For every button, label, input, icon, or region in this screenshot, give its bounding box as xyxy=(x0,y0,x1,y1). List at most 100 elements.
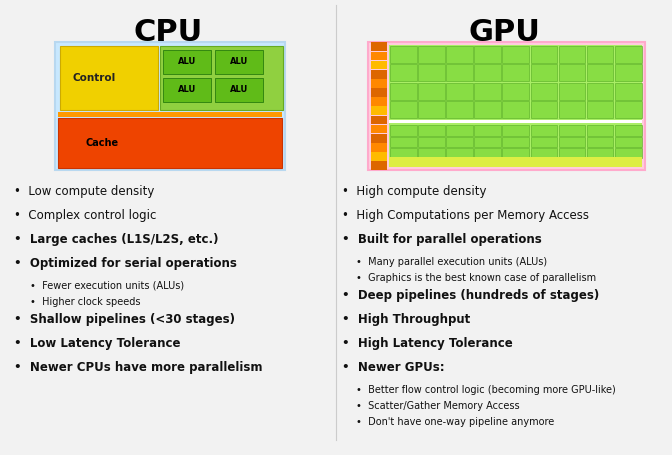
Bar xyxy=(446,126,473,136)
Bar xyxy=(615,83,642,100)
Bar xyxy=(390,148,417,158)
Bar xyxy=(531,83,557,100)
Bar xyxy=(615,148,642,158)
Bar xyxy=(390,137,417,147)
Bar xyxy=(371,88,387,97)
Bar xyxy=(503,83,529,100)
Bar xyxy=(55,42,285,170)
Bar xyxy=(418,46,445,63)
Text: ALU: ALU xyxy=(178,86,196,95)
Bar xyxy=(474,64,501,81)
Bar xyxy=(371,106,387,115)
Bar xyxy=(446,101,473,118)
Text: •  High Computations per Memory Access: • High Computations per Memory Access xyxy=(342,209,589,222)
Text: •  Fewer execution units (ALUs): • Fewer execution units (ALUs) xyxy=(30,281,184,291)
Bar xyxy=(371,52,387,60)
Bar xyxy=(371,42,387,51)
Bar xyxy=(418,64,445,81)
Text: •  Newer CPUs have more parallelism: • Newer CPUs have more parallelism xyxy=(14,361,263,374)
Bar xyxy=(587,64,614,81)
Text: •  Don't have one-way pipeline anymore: • Don't have one-way pipeline anymore xyxy=(356,417,554,427)
Bar xyxy=(371,97,387,106)
Bar xyxy=(615,101,642,118)
Bar xyxy=(371,125,387,133)
Text: •  Optimized for serial operations: • Optimized for serial operations xyxy=(14,257,237,270)
Bar xyxy=(446,46,473,63)
Text: •  Scatter/Gather Memory Access: • Scatter/Gather Memory Access xyxy=(356,401,519,411)
Bar xyxy=(615,137,642,147)
Bar xyxy=(558,126,585,136)
Text: •  Graphics is the best known case of parallelism: • Graphics is the best known case of par… xyxy=(356,273,596,283)
Bar xyxy=(215,50,263,74)
Bar xyxy=(58,118,282,168)
Bar xyxy=(58,112,282,117)
Bar xyxy=(587,126,614,136)
Bar xyxy=(371,152,387,161)
Bar xyxy=(531,126,557,136)
Bar xyxy=(587,148,614,158)
Text: •  Better flow control logic (becoming more GPU-like): • Better flow control logic (becoming mo… xyxy=(356,385,616,395)
Bar xyxy=(418,148,445,158)
Bar xyxy=(503,101,529,118)
Bar xyxy=(390,101,417,118)
Text: •  Large caches (L1S/L2S, etc.): • Large caches (L1S/L2S, etc.) xyxy=(14,233,218,246)
Bar xyxy=(371,70,387,79)
Text: •  Many parallel execution units (ALUs): • Many parallel execution units (ALUs) xyxy=(356,257,547,267)
Bar xyxy=(531,148,557,158)
Bar xyxy=(163,50,211,74)
Bar xyxy=(371,143,387,152)
Bar xyxy=(587,137,614,147)
Text: Control: Control xyxy=(73,73,116,83)
Bar xyxy=(531,46,557,63)
Text: CPU: CPU xyxy=(133,18,203,47)
Text: •  Deep pipelines (hundreds of stages): • Deep pipelines (hundreds of stages) xyxy=(342,289,599,302)
Bar xyxy=(558,64,585,81)
Bar xyxy=(587,46,614,63)
Text: •  Complex control logic: • Complex control logic xyxy=(14,209,157,222)
Text: ALU: ALU xyxy=(230,57,248,66)
Text: GPU: GPU xyxy=(468,18,540,47)
Text: •  Shallow pipelines (<30 stages): • Shallow pipelines (<30 stages) xyxy=(14,313,235,326)
Bar xyxy=(371,134,387,142)
Text: ALU: ALU xyxy=(178,57,196,66)
Bar xyxy=(389,157,642,167)
Text: Cache: Cache xyxy=(85,138,118,148)
Bar xyxy=(418,83,445,100)
Bar xyxy=(503,126,529,136)
Bar xyxy=(368,42,645,170)
Text: •  Low Latency Tolerance: • Low Latency Tolerance xyxy=(14,337,181,350)
Bar xyxy=(474,101,501,118)
Bar xyxy=(371,162,387,170)
Bar xyxy=(474,126,501,136)
Bar xyxy=(371,61,387,70)
Bar xyxy=(390,64,417,81)
Bar xyxy=(371,116,387,124)
Bar xyxy=(587,83,614,100)
Text: ALU: ALU xyxy=(230,86,248,95)
Bar xyxy=(446,148,473,158)
Text: •  Newer GPUs:: • Newer GPUs: xyxy=(342,361,445,374)
Bar xyxy=(418,101,445,118)
Bar xyxy=(390,83,417,100)
Bar xyxy=(474,137,501,147)
Bar xyxy=(446,137,473,147)
Bar xyxy=(531,101,557,118)
Bar xyxy=(558,83,585,100)
Bar xyxy=(474,83,501,100)
Bar xyxy=(160,46,283,110)
Bar xyxy=(558,137,585,147)
Bar xyxy=(531,64,557,81)
Text: •  High Latency Tolerance: • High Latency Tolerance xyxy=(342,337,513,350)
Bar xyxy=(389,45,642,158)
Bar xyxy=(390,46,417,63)
Bar xyxy=(558,148,585,158)
Bar xyxy=(163,78,211,102)
Text: •  Low compute density: • Low compute density xyxy=(14,185,155,198)
Bar xyxy=(503,148,529,158)
Bar xyxy=(503,137,529,147)
Bar xyxy=(60,46,158,110)
Bar xyxy=(503,46,529,63)
Bar xyxy=(474,46,501,63)
Bar xyxy=(587,101,614,118)
Text: •  Higher clock speeds: • Higher clock speeds xyxy=(30,297,140,307)
